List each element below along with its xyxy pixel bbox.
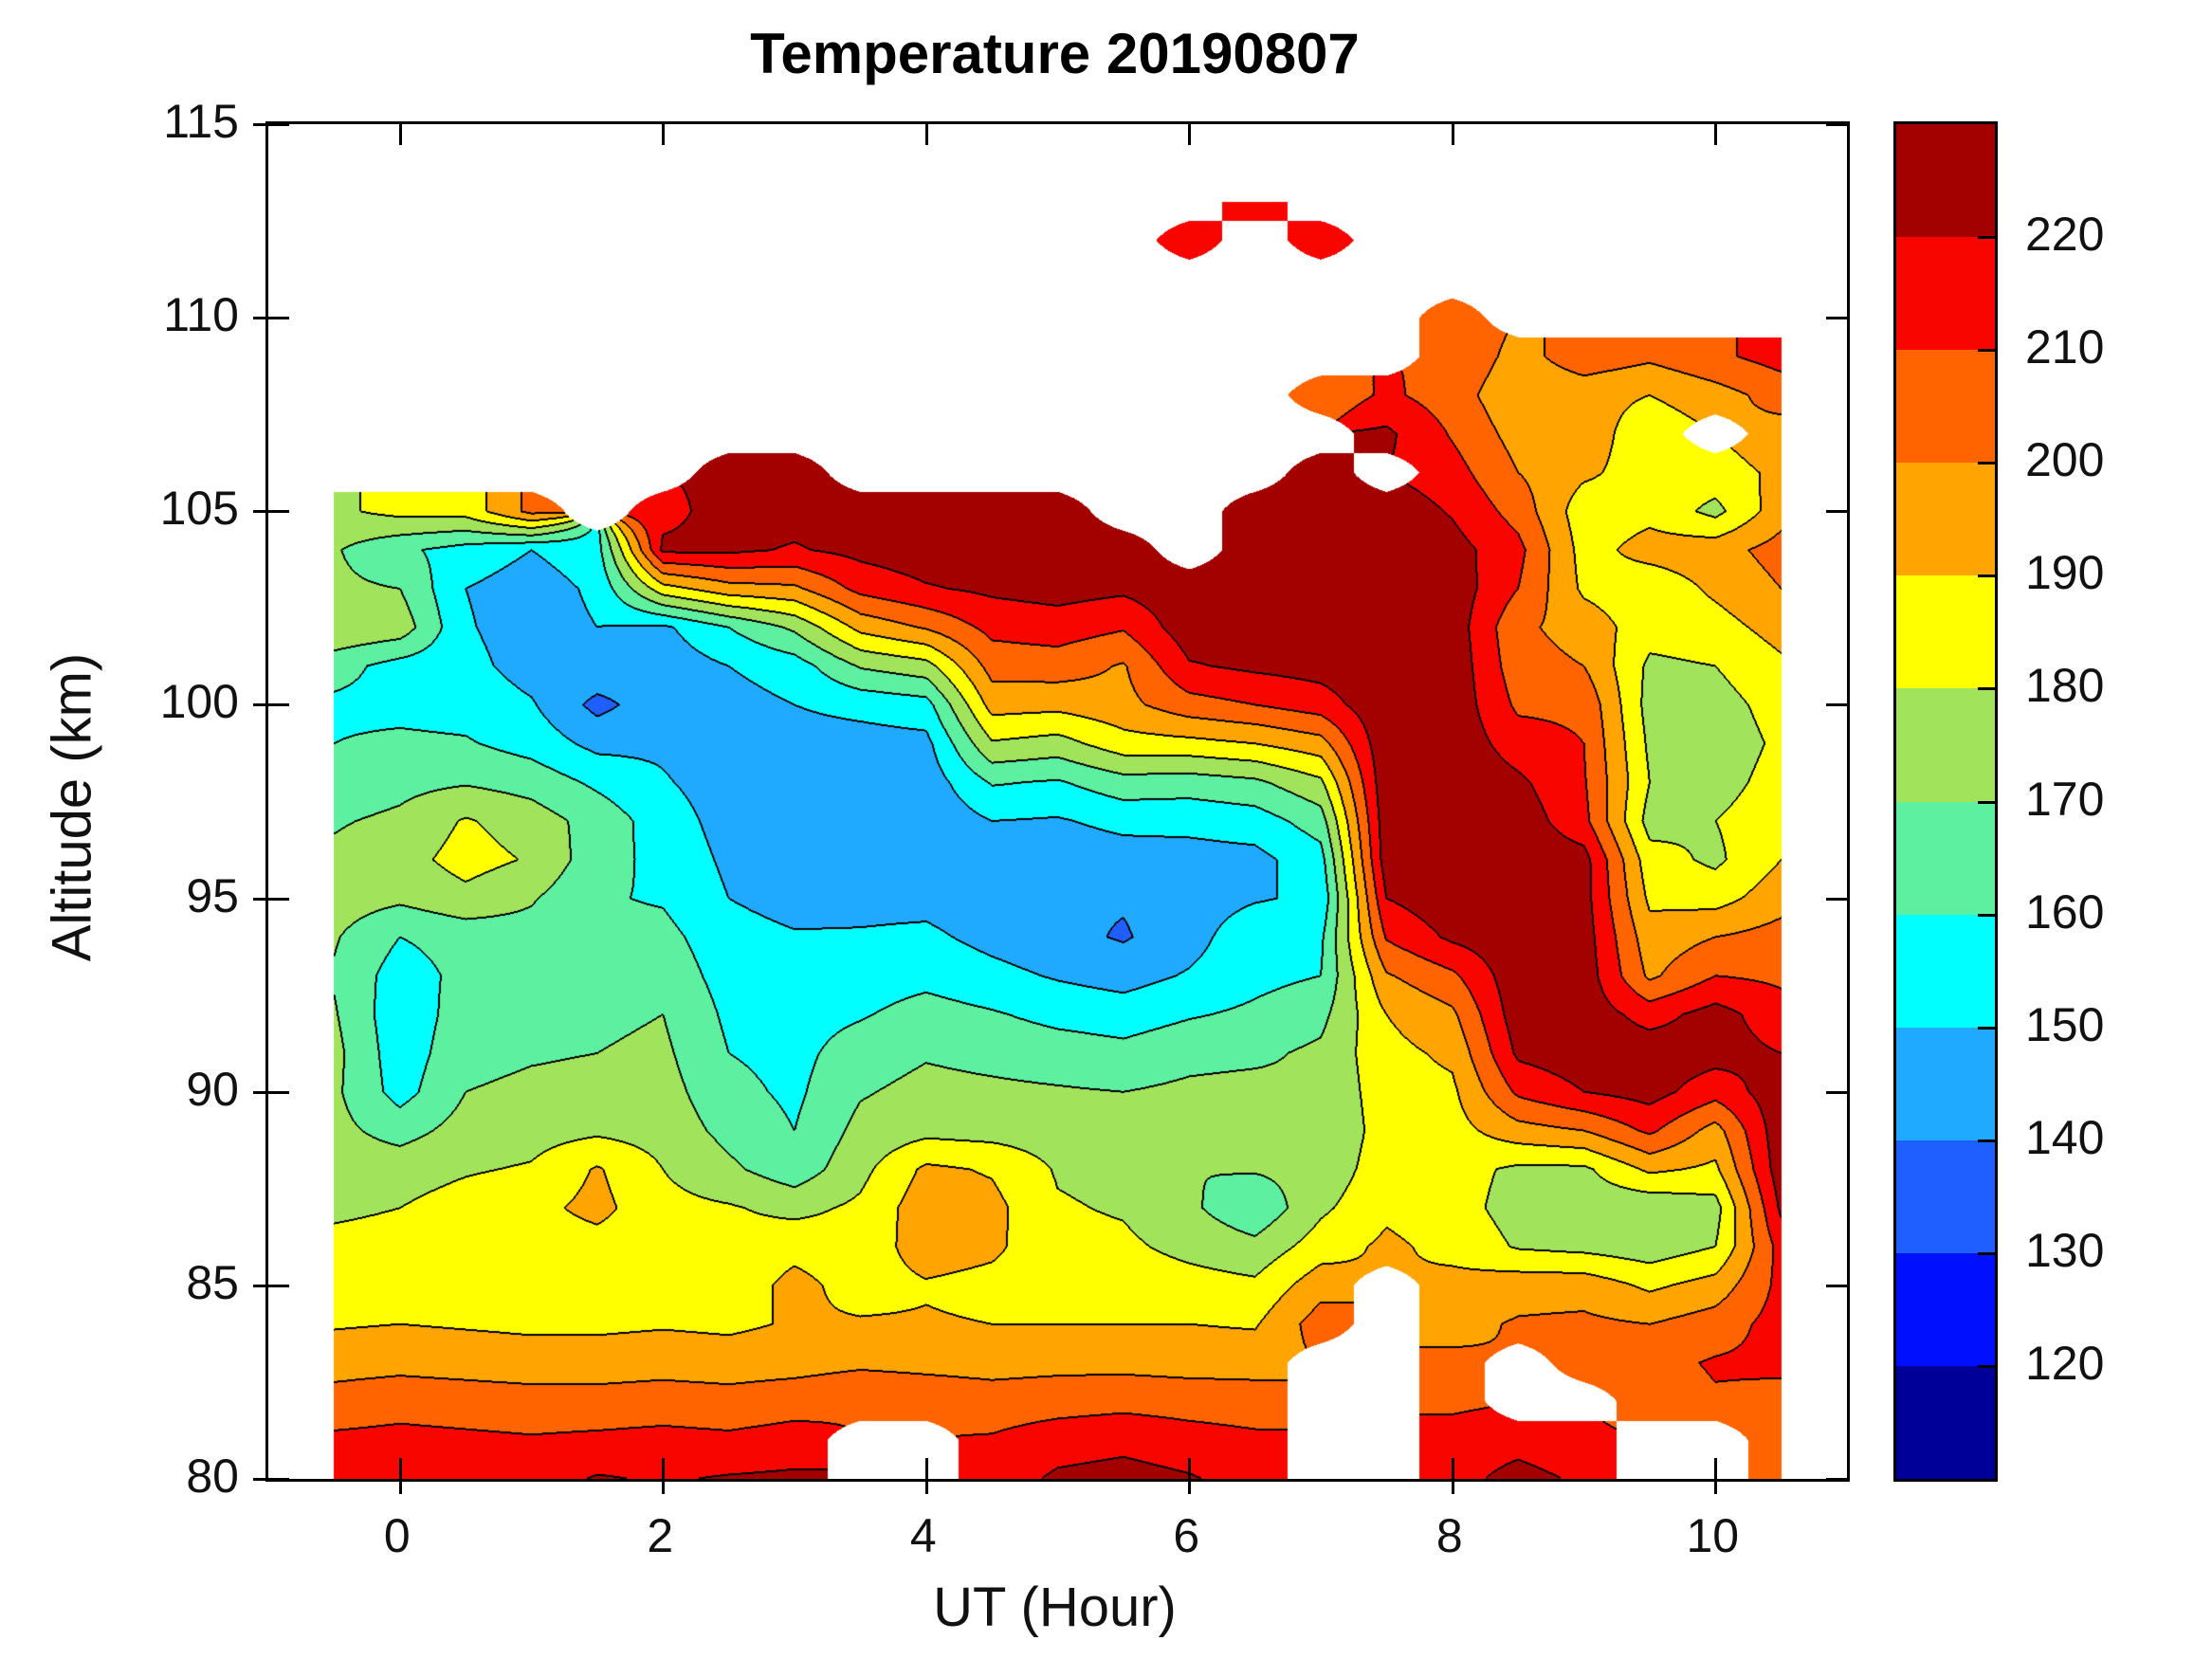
x-tick-label: 8 [1435,1509,1463,1562]
y-tick-right-inner [1826,1478,1847,1481]
y-tick-inner [268,317,289,319]
colorbar-tick-label: 120 [2025,1336,2105,1390]
y-tick-label: 110 [163,288,239,342]
colorbar-segment [1896,237,1995,351]
colorbar-tick [1978,1251,1995,1255]
colorbar-segment [1896,1027,1995,1141]
y-tick-right-inner [1826,1285,1847,1287]
y-tick-inner [268,898,289,901]
colorbar [1893,121,1998,1482]
y-axis-label: Altitude (km) [41,652,103,962]
y-tick-label: 100 [159,675,239,729]
y-tick-right-inner [1826,317,1847,319]
y-tick-inner [268,123,289,126]
colorbar-tick-label: 180 [2025,659,2105,713]
colorbar-tick-label: 210 [2025,320,2105,374]
colorbar-tick-label: 170 [2025,772,2105,826]
x-tick-label: 6 [1173,1509,1200,1562]
colorbar-tick [1978,349,1995,353]
chart-title: Temperature 20190807 [750,22,1360,85]
x-tick-inner [399,1458,402,1479]
y-tick-inner [268,703,289,706]
colorbar-segment [1896,1139,1995,1254]
colorbar-tick [1978,1139,1995,1142]
y-tick-outer [253,1285,268,1287]
x-tick-outer [1188,1479,1191,1494]
colorbar-segment [1896,350,1995,464]
y-tick-outer [253,703,268,706]
contour-canvas [268,124,1847,1479]
colorbar-segment [1896,914,1995,1029]
x-tick-outer [1714,1479,1717,1494]
y-tick-right-inner [1826,1091,1847,1094]
colorbar-segment [1896,1252,1995,1367]
x-tick-outer [399,1479,402,1494]
y-tick-right-inner [1826,898,1847,901]
y-tick-right-inner [1826,703,1847,706]
y-tick-outer [253,1478,268,1481]
colorbar-segment [1896,124,1995,238]
colorbar-tick-label: 150 [2025,997,2105,1051]
x-tick-outer [1452,1479,1454,1494]
colorbar-segment [1896,575,1995,689]
colorbar-tick [1978,1026,1995,1030]
y-tick-label: 90 [186,1062,239,1116]
y-tick-outer [253,510,268,513]
x-tick-label: 10 [1686,1509,1740,1562]
x-tick-inner [1188,1458,1191,1479]
x-tick-label: 2 [647,1509,674,1562]
colorbar-segment [1896,463,1995,576]
colorbar-tick [1978,687,1995,691]
colorbar-segment [1896,688,1995,802]
colorbar-segment [1896,801,1995,916]
colorbar-tick [1978,1364,1995,1368]
y-tick-outer [253,1091,268,1094]
y-tick-label: 105 [159,482,239,536]
y-tick-right-inner [1826,510,1847,513]
y-tick-outer [253,317,268,319]
colorbar-tick [1978,574,1995,578]
x-tick-label: 0 [383,1509,411,1562]
y-tick-outer [253,123,268,126]
colorbar-tick-label: 190 [2025,546,2105,600]
x-tick-top-inner [662,124,665,145]
y-tick-label: 85 [186,1255,239,1309]
x-tick-top-inner [1714,124,1717,145]
colorbar-tick [1978,236,1995,240]
x-tick-label: 4 [909,1509,937,1562]
y-tick-inner [268,1285,289,1287]
y-tick-label: 95 [186,868,239,922]
colorbar-segment [1896,1365,1995,1480]
x-tick-inner [925,1458,928,1479]
y-tick-label: 80 [186,1449,239,1503]
y-tick-outer [253,898,268,901]
colorbar-tick [1978,800,1995,804]
colorbar-tick-label: 160 [2025,884,2105,939]
colorbar-tick-label: 200 [2025,433,2105,487]
x-axis-label: UT (Hour) [933,1577,1177,1638]
x-tick-top-inner [925,124,928,145]
x-tick-inner [1452,1458,1454,1479]
y-tick-inner [268,1478,289,1481]
y-tick-right-inner [1826,123,1847,126]
x-tick-inner [662,1458,665,1479]
colorbar-tick [1978,462,1995,465]
x-tick-top-inner [1188,124,1191,145]
colorbar-tick-label: 220 [2025,208,2105,262]
x-tick-inner [1714,1458,1717,1479]
plot-area [253,121,1850,1494]
colorbar-tick [1978,913,1995,917]
x-tick-top-inner [1452,124,1454,145]
colorbar-tick-label: 140 [2025,1110,2105,1164]
x-tick-outer [662,1479,665,1494]
y-tick-inner [268,1091,289,1094]
colorbar-tick-label: 130 [2025,1223,2105,1277]
y-tick-inner [268,510,289,513]
y-tick-label: 115 [163,95,239,148]
x-tick-top-inner [399,124,402,145]
x-tick-outer [925,1479,928,1494]
